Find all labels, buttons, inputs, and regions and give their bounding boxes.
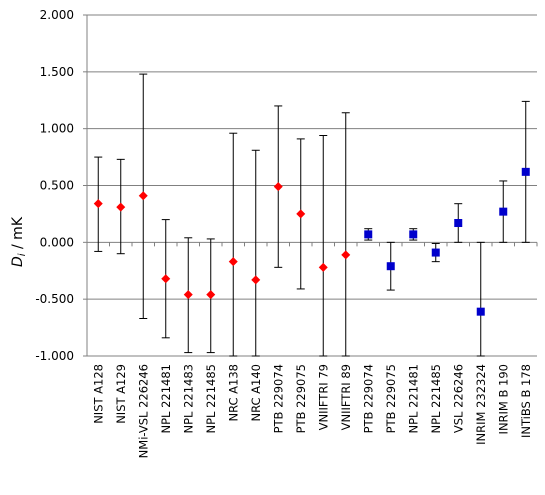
diamond-marker <box>93 199 103 209</box>
y-tick-label: 1.500 <box>40 65 74 79</box>
diamond-marker <box>318 262 328 272</box>
square-marker <box>431 248 440 257</box>
x-category-label: PTB 229074 <box>361 364 375 433</box>
diamond-marker <box>296 209 306 219</box>
y-tick-label: 0.500 <box>40 179 74 193</box>
x-category-labels: NIST A128 NIST A129 NMi-VSL 226246 NPL 2214… <box>91 364 533 458</box>
x-category-label: PTB 229074 <box>271 364 285 433</box>
diamond-marker <box>341 250 351 260</box>
x-category-label: INTiBS B 178 <box>519 364 533 438</box>
square-marker <box>454 219 463 228</box>
square-marker <box>476 307 485 316</box>
diamond-marker <box>161 274 171 284</box>
y-axis-title-main: D <box>10 256 26 267</box>
diamond-marker <box>183 290 193 300</box>
x-category-label: PTB 229075 <box>294 364 308 433</box>
x-category-label: PTB 229075 <box>384 364 398 433</box>
y-axis-title-unit: / mK <box>10 216 26 253</box>
x-category-label: VNIIFTRI 79 <box>316 364 330 430</box>
y-axis-title: Di / mK <box>10 216 28 267</box>
diamond-marker <box>206 290 216 300</box>
x-category-label: NPL 221485 <box>429 364 443 434</box>
x-category-label: NIST A128 <box>91 364 105 424</box>
diamond-marker <box>138 191 148 201</box>
x-category-label: INRIM 232324 <box>474 364 488 445</box>
y-axis-title-sub: i <box>17 253 28 256</box>
x-category-label: NPL 221483 <box>181 364 195 434</box>
axes <box>83 14 538 357</box>
x-category-label: VSL 226246 <box>451 364 465 433</box>
y-tick-label: -0.500 <box>35 292 74 306</box>
x-category-label: NPL 221485 <box>204 364 218 434</box>
x-category-label: NMi-VSL 226246 <box>136 364 150 458</box>
square-marker <box>364 230 373 239</box>
y-tick-label: -1.000 <box>35 349 74 363</box>
y-tick-label: 2.000 <box>40 8 74 22</box>
error-bars <box>94 73 530 357</box>
square-marker <box>386 262 395 271</box>
y-tick-label: 1.000 <box>40 122 74 136</box>
y-tick-label: 0.000 <box>40 235 74 249</box>
x-category-label: NIST A129 <box>114 364 128 424</box>
gridlines <box>87 14 537 357</box>
diamond-marker <box>228 257 238 267</box>
diamond-marker <box>273 182 283 192</box>
square-marker <box>521 167 530 176</box>
x-category-label: NPL 221481 <box>406 364 420 434</box>
square-marker <box>409 230 418 239</box>
square-marker <box>499 207 508 216</box>
x-category-label: NRC A138 <box>226 364 240 422</box>
diamond-marker <box>116 202 126 212</box>
x-category-label: VNIIFTRI 89 <box>339 364 353 430</box>
x-category-label: NPL 221481 <box>159 364 173 434</box>
x-category-label: INRIM B 190 <box>496 364 510 434</box>
x-category-label: NRC A140 <box>249 364 263 422</box>
data-markers <box>93 167 530 316</box>
diamond-marker <box>251 275 261 285</box>
y-tick-labels: -1.000 -0.500 0.000 0.500 1.000 1.500 2.000 <box>35 8 74 363</box>
